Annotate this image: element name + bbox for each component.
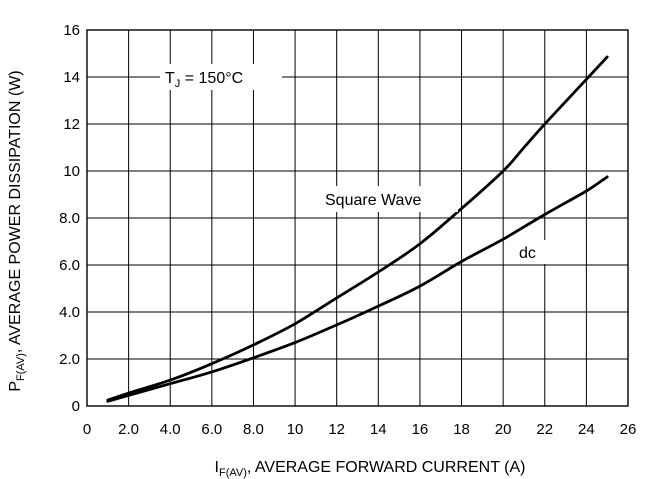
x-tick-label: 24 bbox=[578, 421, 595, 438]
x-tick-label: 26 bbox=[620, 421, 637, 438]
x-tick-label: 20 bbox=[495, 421, 512, 438]
x-tick-label: 14 bbox=[370, 421, 387, 438]
series-line-dc bbox=[106, 175, 609, 403]
x-tick-label: 2.0 bbox=[118, 421, 139, 438]
series-label-dc: dc bbox=[519, 245, 536, 262]
x-tick-label: 10 bbox=[287, 421, 304, 438]
x-tick-label: 16 bbox=[412, 421, 429, 438]
x-tick-label: 18 bbox=[453, 421, 470, 438]
tj-label-bg bbox=[160, 64, 282, 90]
y-tick-label: 16 bbox=[63, 22, 80, 39]
plot-frame bbox=[86, 29, 629, 407]
x-tick-label: 6.0 bbox=[201, 421, 222, 438]
x-tick-label: 4.0 bbox=[160, 421, 181, 438]
y-axis-label: PF(AV), AVERAGE POWER DISSIPATION (W) bbox=[7, 70, 27, 391]
y-tick-labels: 0 2.0 4.0 6.0 8.0 10 12 14 16 bbox=[59, 22, 80, 415]
square-wave-label-bg bbox=[320, 186, 458, 212]
y-tick-label: 4.0 bbox=[59, 304, 80, 321]
y-tick-label: 2.0 bbox=[59, 351, 80, 368]
x-tick-label: 8.0 bbox=[243, 421, 264, 438]
x-tick-label: 0 bbox=[83, 421, 91, 438]
y-tick-label: 8.0 bbox=[59, 210, 80, 227]
x-tick-label: 22 bbox=[536, 421, 553, 438]
y-tick-label: 14 bbox=[63, 69, 80, 86]
tj-annotation: TJ = 150°C bbox=[165, 70, 243, 90]
series-line-square-wave bbox=[106, 55, 609, 402]
series-lines bbox=[106, 55, 609, 403]
series-label-square-wave: Square Wave bbox=[325, 192, 421, 209]
x-axis-label: IF(AV), AVERAGE FORWARD CURRENT (A) bbox=[215, 459, 526, 479]
dc-label-bg bbox=[514, 240, 548, 264]
y-tick-label: 12 bbox=[63, 116, 80, 133]
y-tick-label: 0 bbox=[72, 398, 80, 415]
y-tick-label: 6.0 bbox=[59, 257, 80, 274]
x-tick-label: 12 bbox=[328, 421, 345, 438]
y-tick-label: 10 bbox=[63, 163, 80, 180]
x-tick-labels: 0 2.0 4.0 6.0 8.0 10 12 14 16 18 20 22 24 26 bbox=[83, 421, 637, 438]
